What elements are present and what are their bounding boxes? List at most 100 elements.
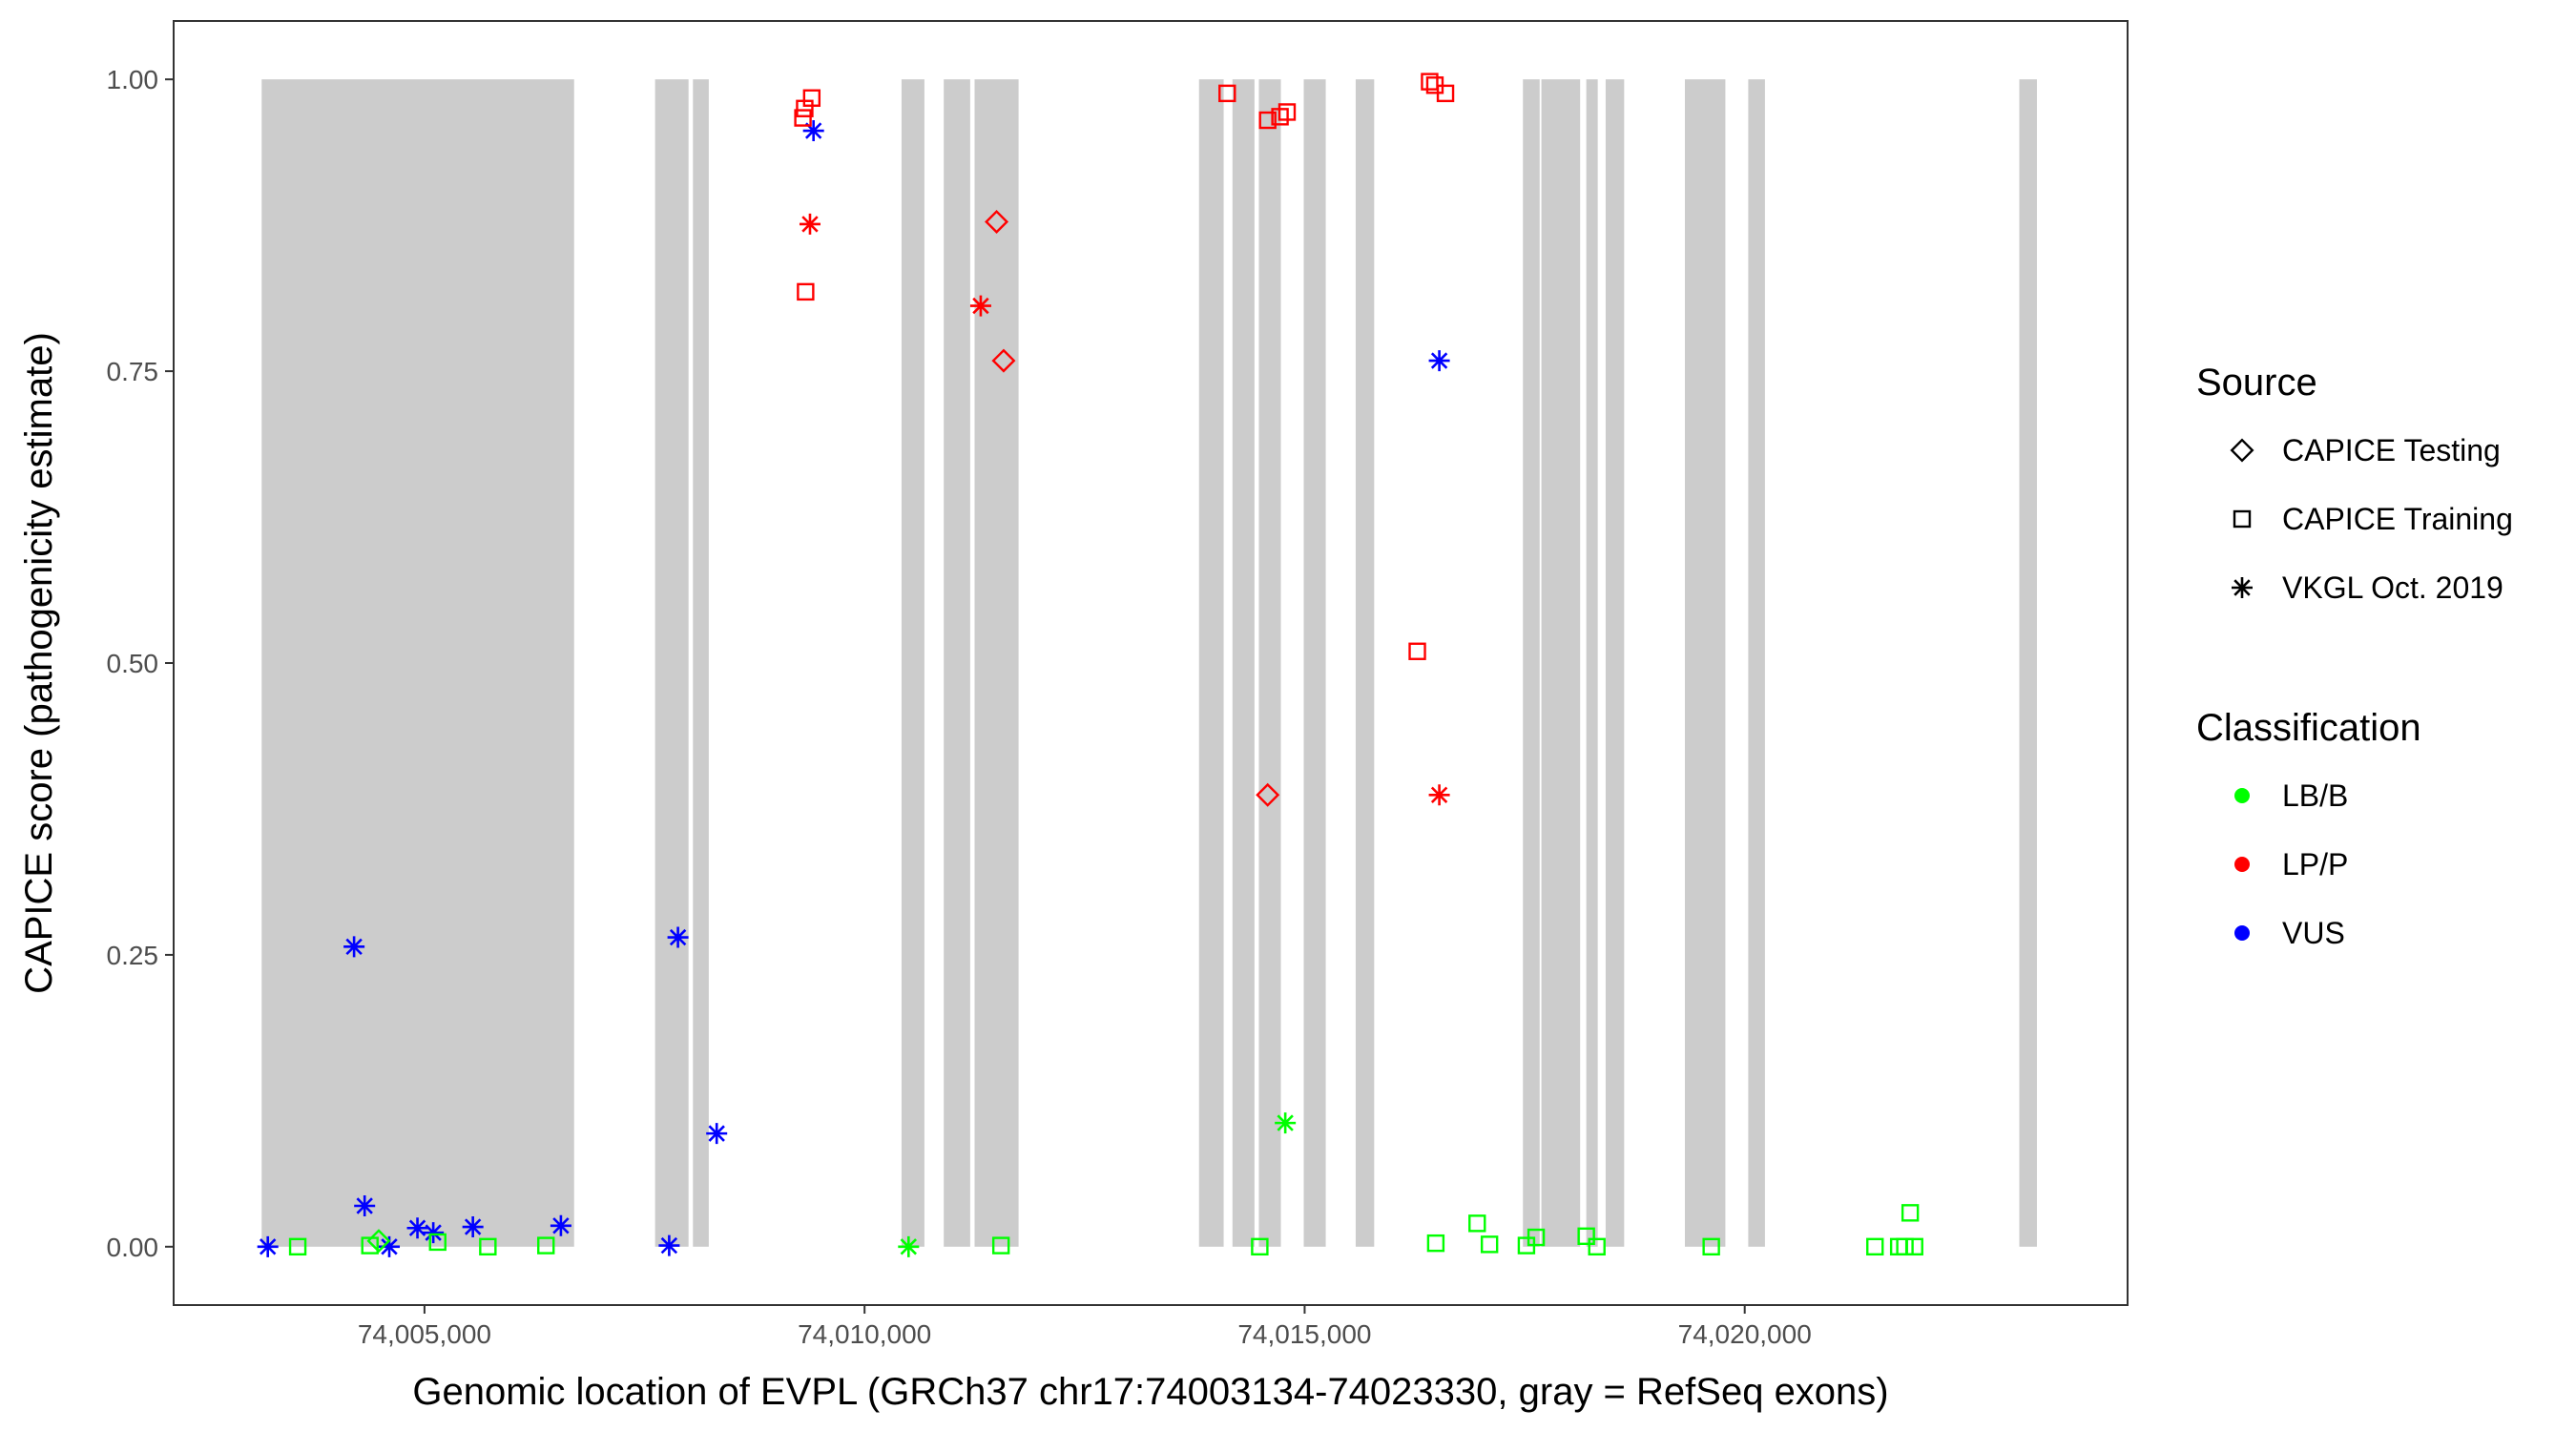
data-point-20 (991, 348, 1016, 373)
square-marker (1218, 84, 1236, 103)
data-point-35 (288, 1237, 307, 1256)
x-tick-label: 74,020,000 (1678, 1319, 1812, 1349)
data-points (257, 73, 1923, 1257)
data-point-42 (1426, 1234, 1445, 1253)
exon-band-14 (1586, 79, 1598, 1247)
square-marker (802, 89, 821, 107)
square-marker (797, 282, 815, 301)
square-marker (1577, 1227, 1595, 1246)
asterisk-marker (550, 1214, 571, 1236)
data-point-34 (1408, 642, 1426, 660)
data-point-18 (1275, 1112, 1297, 1134)
exon-band-4 (901, 79, 924, 1247)
data-point-44 (1480, 1235, 1499, 1254)
square-marker (794, 109, 812, 127)
exon-band-10 (1303, 79, 1326, 1247)
data-point-53 (1901, 1204, 1920, 1222)
exon-band-9 (1258, 79, 1281, 1247)
exon-band-11 (1355, 79, 1375, 1247)
data-point-50 (1866, 1237, 1884, 1256)
data-point-23 (794, 109, 812, 127)
exon-band-12 (1523, 79, 1540, 1247)
square-marker (1905, 1237, 1923, 1256)
legend-classification-label: LP/P (2282, 847, 2348, 881)
y-tick-label: 0.75 (107, 357, 159, 386)
exon-bands (261, 79, 2037, 1247)
legend-classification-title: Classification (2196, 707, 2421, 749)
square-marker (1468, 1214, 1486, 1233)
square-marker (1408, 642, 1426, 660)
legend-source-label: CAPICE Training (2282, 502, 2513, 536)
exon-band-1 (261, 79, 574, 1247)
y-tick-label: 1.00 (107, 65, 159, 94)
legend-source-key-1 (2230, 438, 2254, 463)
x-tick-label: 74,010,000 (798, 1319, 931, 1349)
legend-source-key-2 (2233, 509, 2252, 529)
data-point-21 (1256, 782, 1280, 807)
legend-classification-key-1 (2234, 788, 2250, 803)
legend-classification-label: VUS (2282, 916, 2345, 950)
square-marker (1436, 84, 1455, 103)
asterisk-marker (667, 926, 689, 948)
exon-band-13 (1541, 79, 1581, 1247)
legend-classification-items: LB/B LP/P VUS (2234, 778, 2348, 950)
data-point-8 (550, 1214, 571, 1236)
data-point-19 (985, 209, 1009, 234)
asterisk-marker (406, 1217, 428, 1239)
asterisk-marker (969, 295, 991, 317)
square-marker (1527, 1228, 1546, 1247)
square-marker (288, 1237, 307, 1256)
data-point-40 (991, 1236, 1010, 1255)
asterisk-marker (257, 1235, 279, 1257)
data-point-11 (706, 1123, 728, 1145)
data-point-17 (898, 1235, 920, 1257)
data-point-3 (354, 1194, 376, 1216)
data-point-30 (1278, 103, 1297, 121)
data-point-41 (1251, 1237, 1269, 1256)
data-point-39 (537, 1236, 555, 1255)
exon-band-5 (944, 79, 970, 1247)
legend-classification-key-3 (2234, 925, 2250, 941)
square-marker (1258, 111, 1277, 130)
legend-source-title: Source (2196, 362, 2317, 404)
exon-band-3 (693, 79, 709, 1247)
x-axis-title: Genomic location of EVPL (GRCh37 chr17:7… (412, 1371, 1888, 1413)
asterisk-marker (343, 936, 365, 958)
legend-source-label: CAPICE Testing (2282, 433, 2501, 467)
asterisk-marker (799, 213, 821, 235)
data-point-33 (1436, 84, 1455, 103)
data-point-12 (802, 120, 824, 142)
legend-classification-key-2 (2234, 857, 2250, 872)
data-point-43 (1468, 1214, 1486, 1233)
asterisk-marker (379, 1235, 401, 1257)
square-marker (479, 1237, 497, 1256)
y-axis-title: CAPICE score (pathogenicity estimate) (18, 332, 60, 994)
legend-classification-label: LB/B (2282, 778, 2348, 813)
asterisk-marker (706, 1123, 728, 1145)
asterisk-marker (462, 1216, 484, 1238)
data-point-28 (1258, 111, 1277, 130)
data-point-5 (406, 1217, 428, 1239)
y-tick-label: 0.25 (107, 941, 159, 970)
data-point-54 (1905, 1237, 1923, 1256)
data-point-27 (1218, 84, 1236, 103)
asterisk-marker (802, 120, 824, 142)
square-marker (1702, 1237, 1720, 1256)
y-tick-label: 0.00 (107, 1233, 159, 1262)
data-point-46 (1527, 1228, 1546, 1247)
square-marker (1278, 103, 1297, 121)
data-point-48 (1588, 1237, 1606, 1256)
exon-band-8 (1232, 79, 1255, 1247)
square-marker (428, 1233, 447, 1252)
data-point-1 (257, 1235, 279, 1257)
exon-band-6 (974, 79, 1019, 1247)
exon-band-16 (1684, 79, 1726, 1247)
square-marker (1480, 1235, 1499, 1254)
asterisk-marker (1428, 784, 1450, 806)
data-point-31 (1421, 73, 1439, 91)
square-marker (361, 1236, 379, 1255)
data-point-10 (667, 926, 689, 948)
exon-band-17 (1748, 79, 1765, 1247)
diamond-marker (985, 209, 1009, 234)
